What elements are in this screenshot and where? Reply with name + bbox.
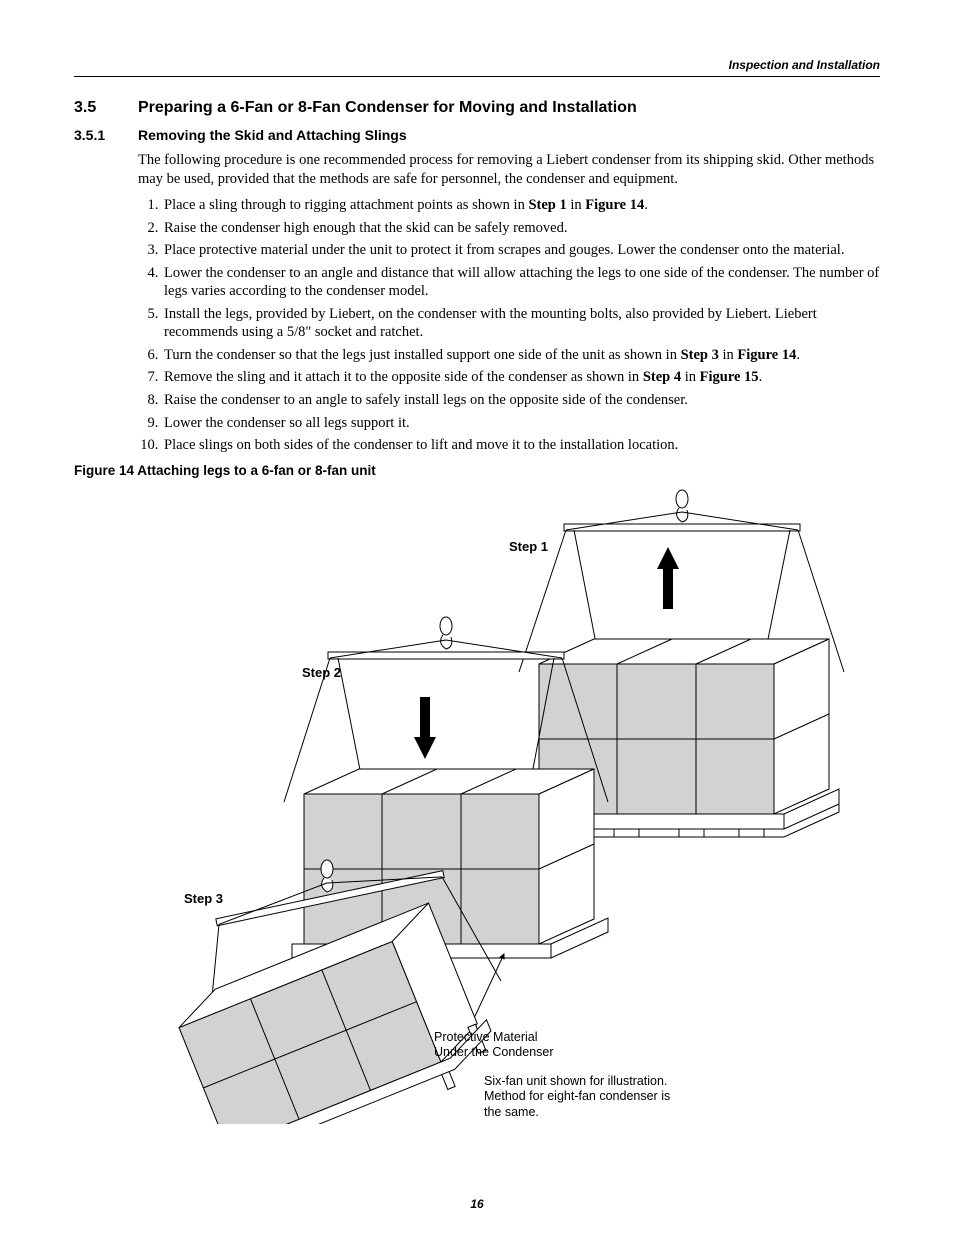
step2-label: Step 2 — [302, 665, 341, 680]
callout-protective-material: Protective Material Under the Condenser — [434, 1030, 554, 1061]
body: The following procedure is one recommend… — [138, 151, 880, 455]
step-item: Install the legs, provided by Liebert, o… — [162, 305, 880, 342]
step-item: Turn the condenser so that the legs just… — [162, 346, 880, 365]
running-head: Inspection and Installation — [74, 58, 880, 72]
figure-area: Step 1 Step 2 Step 3 Protective Material… — [74, 484, 880, 1124]
page: Inspection and Installation 3.5 Preparin… — [0, 0, 954, 1235]
step-item: Place slings on both sides of the conden… — [162, 436, 880, 455]
figure-note: Six-fan unit shown for illustration. Met… — [484, 1074, 704, 1121]
subsection-heading: 3.5.1 Removing the Skid and Attaching Sl… — [74, 127, 880, 143]
step-item: Lower the condenser so all legs support … — [162, 414, 880, 433]
step-item: Lower the condenser to an angle and dist… — [162, 264, 880, 301]
intro-paragraph: The following procedure is one recommend… — [138, 151, 880, 188]
figure-svg — [74, 484, 880, 1124]
step-item: Remove the sling and it attach it to the… — [162, 368, 880, 387]
step-item: Raise the condenser to an angle to safel… — [162, 391, 880, 410]
subsection-number: 3.5.1 — [74, 127, 138, 143]
figure-caption: Figure 14 Attaching legs to a 6-fan or 8… — [74, 463, 880, 478]
steps-list: Place a sling through to rigging attachm… — [138, 196, 880, 455]
step3-label: Step 3 — [184, 891, 223, 906]
step-item: Place protective material under the unit… — [162, 241, 880, 260]
header-rule — [74, 76, 880, 77]
section-title: Preparing a 6-Fan or 8-Fan Condenser for… — [138, 99, 637, 117]
step1-label: Step 1 — [509, 539, 548, 554]
section-number: 3.5 — [74, 99, 138, 117]
step-item: Raise the condenser high enough that the… — [162, 219, 880, 238]
section-heading: 3.5 Preparing a 6-Fan or 8-Fan Condenser… — [74, 99, 880, 117]
subsection-title: Removing the Skid and Attaching Slings — [138, 127, 407, 143]
page-number: 16 — [0, 1197, 954, 1211]
step-item: Place a sling through to rigging attachm… — [162, 196, 880, 215]
